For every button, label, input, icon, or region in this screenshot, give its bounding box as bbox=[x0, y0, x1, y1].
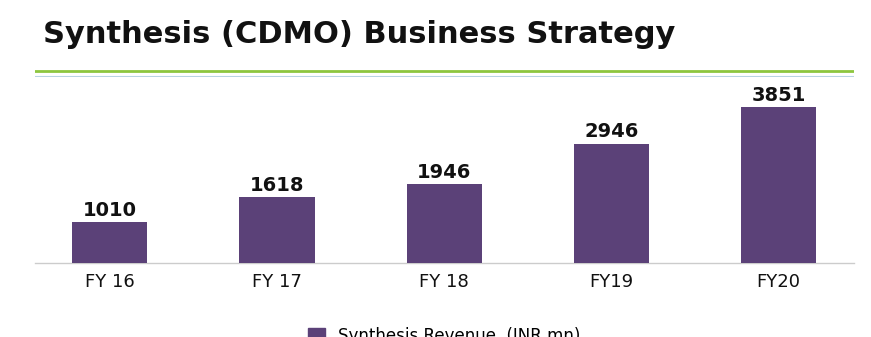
Text: 1010: 1010 bbox=[83, 201, 137, 219]
Text: Synthesis (CDMO) Business Strategy: Synthesis (CDMO) Business Strategy bbox=[43, 20, 675, 49]
Bar bbox=[574, 144, 649, 263]
Bar bbox=[741, 107, 816, 263]
Text: 3851: 3851 bbox=[752, 86, 806, 104]
Text: 2946: 2946 bbox=[584, 122, 638, 141]
Bar bbox=[240, 197, 314, 263]
Text: 1618: 1618 bbox=[250, 176, 304, 195]
Legend: Synthesis Revenue  (INR mn): Synthesis Revenue (INR mn) bbox=[301, 320, 587, 337]
Bar bbox=[72, 222, 147, 263]
Text: 1946: 1946 bbox=[417, 163, 471, 182]
Bar bbox=[407, 184, 482, 263]
